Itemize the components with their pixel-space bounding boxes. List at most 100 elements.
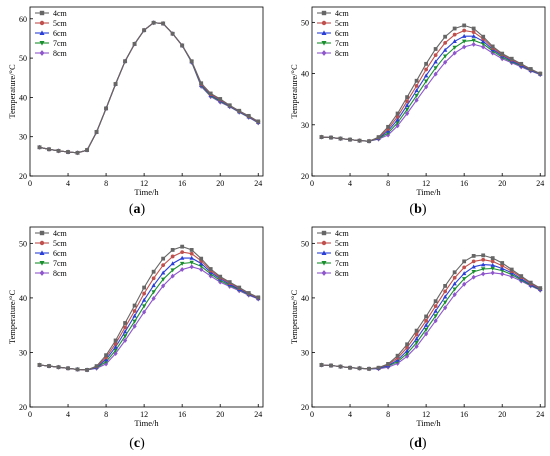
data-point bbox=[319, 363, 324, 367]
legend-marker bbox=[321, 261, 327, 266]
data-point bbox=[462, 23, 467, 28]
data-point bbox=[47, 364, 51, 368]
data-point bbox=[338, 364, 343, 369]
legend-label: 5cm bbox=[53, 19, 68, 28]
data-point bbox=[405, 99, 410, 104]
data-point bbox=[386, 124, 390, 129]
series-line-4cm bbox=[321, 24, 541, 142]
legend-label: 7cm bbox=[335, 39, 350, 48]
legend-marker bbox=[39, 261, 45, 266]
data-point bbox=[376, 135, 381, 139]
data-point bbox=[443, 59, 448, 65]
data-point bbox=[123, 59, 128, 64]
data-point bbox=[113, 348, 118, 353]
panel-caption: (b) bbox=[409, 202, 426, 217]
data-point bbox=[357, 138, 362, 143]
data-point bbox=[443, 284, 448, 288]
legend-item-7cm: 7cm bbox=[317, 39, 350, 48]
data-point bbox=[490, 44, 495, 49]
data-point bbox=[481, 44, 486, 50]
data-point bbox=[452, 281, 457, 286]
series-8cm bbox=[37, 20, 261, 156]
data-point bbox=[170, 273, 175, 279]
legend-label: 4cm bbox=[53, 9, 68, 18]
data-point bbox=[452, 270, 457, 275]
series-line-4cm bbox=[39, 22, 259, 154]
legend-label: 6cm bbox=[53, 249, 68, 258]
data-point bbox=[433, 308, 438, 313]
panel-caption: (a) bbox=[129, 202, 146, 217]
data-point bbox=[189, 264, 194, 270]
series-7cm bbox=[319, 38, 543, 144]
data-point bbox=[509, 267, 514, 272]
legend-marker bbox=[321, 50, 327, 56]
data-point bbox=[538, 286, 543, 290]
series-line-6cm bbox=[321, 264, 541, 370]
legend-item-6cm: 6cm bbox=[35, 29, 68, 38]
x-axis-label: Time/h bbox=[134, 418, 159, 428]
legend-label: 7cm bbox=[53, 259, 68, 268]
data-point bbox=[395, 117, 400, 122]
data-point bbox=[376, 365, 381, 370]
data-point bbox=[452, 275, 457, 280]
data-point bbox=[471, 274, 476, 280]
data-point bbox=[414, 93, 419, 98]
data-point bbox=[189, 251, 194, 256]
data-point bbox=[160, 277, 166, 282]
data-point bbox=[329, 363, 333, 368]
legend-item-8cm: 8cm bbox=[35, 49, 68, 58]
legend-label: 6cm bbox=[53, 29, 68, 38]
data-point bbox=[414, 328, 419, 333]
data-point bbox=[132, 323, 137, 329]
data-point bbox=[237, 285, 242, 290]
x-axis-label: Time/h bbox=[134, 187, 159, 197]
y-tick-label: 20 bbox=[301, 172, 309, 181]
data-point bbox=[481, 257, 486, 262]
y-axis-label: Temperature/°C bbox=[7, 290, 17, 345]
series-7cm bbox=[37, 260, 261, 373]
data-point bbox=[490, 259, 495, 264]
data-point bbox=[104, 106, 108, 111]
data-point bbox=[189, 59, 194, 64]
data-point bbox=[471, 270, 476, 275]
legend-marker bbox=[39, 50, 45, 56]
data-point bbox=[56, 365, 61, 370]
x-tick-label: 0 bbox=[28, 179, 32, 188]
x-tick-label: 20 bbox=[498, 179, 506, 188]
legend-item-5cm: 5cm bbox=[35, 19, 68, 28]
series-5cm bbox=[37, 20, 261, 155]
series-line-5cm bbox=[321, 259, 541, 370]
data-point bbox=[480, 267, 486, 272]
data-point bbox=[113, 82, 118, 86]
data-point bbox=[132, 319, 137, 324]
series-8cm bbox=[319, 270, 543, 372]
data-point bbox=[218, 274, 223, 279]
series-7cm bbox=[37, 21, 261, 156]
series-4cm bbox=[37, 244, 261, 372]
data-point bbox=[208, 91, 213, 96]
data-point bbox=[481, 253, 486, 258]
series-line-6cm bbox=[321, 35, 541, 142]
legend-marker bbox=[321, 41, 327, 46]
data-point bbox=[442, 300, 448, 305]
data-point bbox=[452, 287, 457, 292]
x-tick-label: 4 bbox=[66, 179, 70, 188]
y-tick-label: 60 bbox=[19, 15, 27, 24]
data-point bbox=[85, 368, 89, 372]
data-point bbox=[123, 321, 128, 325]
x-tick-label: 16 bbox=[178, 179, 186, 188]
x-tick-label: 4 bbox=[348, 410, 352, 419]
data-point bbox=[189, 255, 194, 260]
y-tick-label: 50 bbox=[301, 239, 309, 248]
data-point bbox=[538, 71, 543, 76]
data-point bbox=[142, 28, 147, 33]
data-point bbox=[424, 84, 429, 90]
data-point bbox=[452, 39, 457, 44]
data-point bbox=[433, 304, 438, 308]
data-point bbox=[414, 336, 419, 341]
data-point bbox=[404, 103, 410, 108]
data-point bbox=[151, 269, 156, 274]
